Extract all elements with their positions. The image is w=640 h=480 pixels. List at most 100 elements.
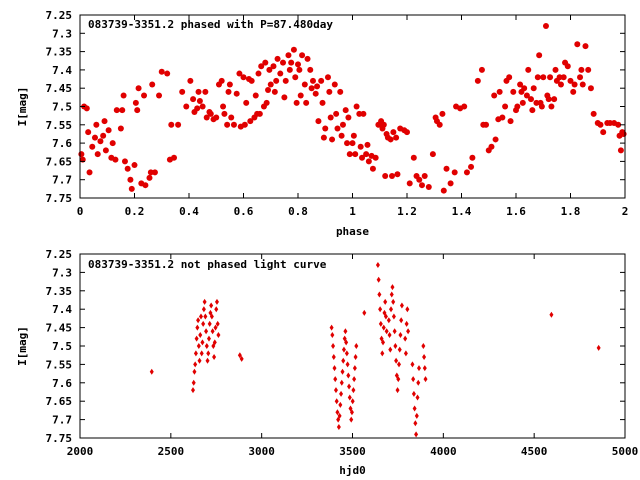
data-point [474,77,481,84]
data-point [105,127,112,134]
data-point [391,313,396,320]
data-point [350,398,355,405]
data-point [220,103,227,110]
data-point [168,121,175,128]
data-point [221,110,228,117]
y-tick-label: 7.35 [46,285,73,298]
raw-x-ticks: 2000 2500 3000 3500 4000 4500 5000 [67,254,638,458]
data-point [195,88,202,95]
data-point [195,324,200,331]
data-point [179,88,186,95]
data-point [397,361,402,368]
y-tick-label: 7.4 [52,64,72,77]
data-point [309,77,316,84]
data-point [534,74,541,81]
data-point [213,114,220,121]
data-point [530,85,537,92]
data-point [376,276,381,283]
data-point [274,55,281,62]
data-point [393,343,398,349]
data-point [270,63,277,70]
x-tick-label: 3000 [248,445,275,458]
data-point [331,81,338,88]
data-point [421,343,426,349]
data-point [488,143,495,150]
x-tick-label: 2 [622,205,629,218]
data-point [190,96,197,103]
data-point [100,132,107,139]
data-point [416,365,421,372]
data-point [331,343,336,349]
data-point [247,118,254,125]
data-point [224,121,231,128]
data-point [216,331,221,338]
data-point [375,262,380,269]
data-point [339,390,344,397]
data-point [277,70,284,77]
data-point [377,291,382,298]
data-point [396,376,401,383]
data-point [290,46,297,53]
data-point [567,77,574,84]
data-point [112,156,119,163]
data-point [327,114,334,121]
data-point [210,328,215,335]
data-point [353,354,358,361]
data-point [517,81,524,88]
x-tick-label: 4000 [430,445,457,458]
data-point [381,339,386,346]
data-point [318,77,325,84]
data-point [304,55,311,62]
y-tick-label: 7.7 [52,174,72,187]
data-point [326,88,333,95]
data-point [447,180,454,187]
data-point [383,313,388,320]
data-point [347,383,352,390]
data-point [280,59,287,66]
data-point [545,96,552,103]
data-point [529,107,536,114]
data-point [297,92,304,99]
phased-x-axis-label: phase [336,225,369,238]
data-point [406,180,413,187]
data-point [391,298,396,305]
data-point [196,317,201,324]
data-point [312,90,319,97]
data-point [197,357,202,364]
data-point [85,129,92,136]
data-point [600,129,607,136]
data-point [393,134,400,141]
y-tick-label: 7.55 [46,358,73,371]
data-point [334,398,339,405]
data-point [436,121,443,128]
data-point [399,317,404,324]
data-point [492,136,499,143]
data-point [320,134,327,141]
data-point [560,74,567,81]
data-point [228,114,235,121]
data-point [102,147,109,154]
data-point [292,74,299,81]
data-point [357,143,364,150]
data-point [198,331,203,338]
data-point [519,99,526,106]
data-point [187,77,194,84]
data-point [364,141,371,148]
data-point [579,81,586,88]
data-point [342,107,349,114]
x-tick-label: 1.6 [506,205,526,218]
data-point [196,98,203,105]
y-tick-label: 7.3 [52,27,72,40]
data-point [390,284,395,291]
data-point [132,99,139,106]
data-point [369,165,376,172]
raw-light-curve-panel: 2000 2500 3000 3500 4000 4500 5000 7.25 7.3 7.35… [16,248,638,477]
data-point [142,182,149,189]
data-point [345,361,350,368]
data-point [333,387,338,394]
data-point [538,103,545,110]
data-point [121,158,128,165]
data-point [406,328,411,335]
data-point [141,92,148,99]
data-point [410,361,415,368]
